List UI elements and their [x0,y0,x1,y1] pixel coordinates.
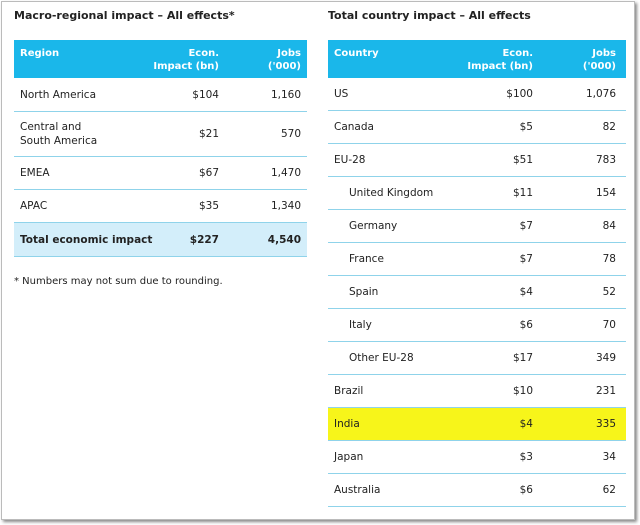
country-impact-table: Country Econ. Impact (bn) Jobs ('000) US $10… [328,40,626,507]
econ-impact-value: $17 [512,352,533,364]
econ-impact-value: $6 [519,484,533,496]
econ-impact-value: $67 [198,167,219,179]
econ-impact-value: $7 [519,220,533,232]
econ-impact-value: $6 [519,319,533,331]
table-row: United Kingdom $11 154 [328,177,626,210]
table-row: US $100 1,076 [328,78,626,111]
jobs-value: 1,340 [270,200,301,212]
jobs-value: 84 [602,220,616,232]
jobs-value: 783 [595,154,616,166]
jobs-value: 231 [595,385,616,397]
row-label: Other EU-28 [349,352,414,364]
econ-impact-value: $7 [519,253,533,265]
jobs-value: 349 [595,352,616,364]
jobs-value: 52 [602,286,616,298]
table-row: North America $104 1,160 [14,78,307,112]
jobs-value: 335 [595,418,616,430]
jobs-value: 154 [595,187,616,199]
table-row: APAC $35 1,340 [14,190,307,223]
column-header: Jobs ('000) [582,48,616,72]
row-label: North America [20,88,97,101]
table-header: Region Econ. Impact (bn) Jobs ('000) [14,40,307,78]
row-label: Japan [334,451,364,463]
jobs-value: 4,540 [267,233,301,246]
econ-impact-value: $51 [512,154,533,166]
table-row: Canada $5 82 [328,111,626,144]
country-impact-title: Total country impact – All effects [328,9,531,22]
table-row: Central and South America $21 570 [14,112,307,157]
econ-impact-value: $4 [519,418,533,430]
econ-impact-value: $227 [189,233,219,246]
jobs-value: 70 [602,319,616,331]
row-label: US [334,88,349,100]
econ-impact-value: $11 [512,187,533,199]
row-label: Italy [349,319,372,331]
econ-impact-value: $21 [198,128,219,140]
econ-impact-value: $4 [519,286,533,298]
row-label: APAC [20,200,48,212]
jobs-value: 62 [602,484,616,496]
column-header: Country [334,48,379,59]
econ-impact-value: $10 [512,385,533,397]
row-label: EMEA [20,167,50,179]
row-label: France [349,253,384,265]
column-header: Econ. Impact (bn) [467,48,533,72]
row-label: Canada [334,121,374,133]
econ-impact-value: $100 [506,88,533,100]
row-label: Germany [349,220,398,232]
table-row: Japan $3 34 [328,441,626,474]
table-row: France $7 78 [328,243,626,276]
row-label: Total economic impact [20,233,153,246]
row-label: India [334,418,360,430]
jobs-value: 34 [602,451,616,463]
row-label: Brazil [334,385,364,397]
column-header: Jobs ('000) [267,48,301,72]
econ-impact-value: $104 [192,88,219,101]
row-label: Central and South America [20,121,98,147]
macro-regional-title: Macro-regional impact – All effects* [14,9,235,22]
econ-impact-value: $35 [198,200,219,212]
jobs-value: 1,470 [270,167,301,179]
macro-regional-table: Region Econ. Impact (bn) Jobs ('000) North … [14,40,307,257]
row-label: Spain [349,286,379,298]
jobs-value: 1,076 [585,88,616,100]
econ-impact-value: $5 [519,121,533,133]
table-row: Spain $4 52 [328,276,626,309]
jobs-value: 78 [602,253,616,265]
table-row: Total economic impact $227 4,540 [14,223,307,257]
table-row: India $4 335 [328,408,626,441]
jobs-value: 1,160 [270,88,301,101]
table-row: Other EU-28 $17 349 [328,342,626,375]
table-row: Brazil $10 231 [328,375,626,408]
table-row: Australia $6 62 [328,474,626,507]
row-label: United Kingdom [349,187,434,199]
econ-impact-value: $3 [519,451,533,463]
table-row: EU-28 $51 783 [328,144,626,177]
column-header: Econ. Impact (bn) [153,48,219,72]
row-label: EU-28 [334,154,366,166]
table-row: Germany $7 84 [328,210,626,243]
rounding-footnote: * Numbers may not sum due to rounding. [14,276,223,287]
table-row: Italy $6 70 [328,309,626,342]
column-header: Region [20,48,60,59]
table-row: EMEA $67 1,470 [14,157,307,190]
row-label: Australia [334,484,381,496]
jobs-value: 82 [602,121,616,133]
jobs-value: 570 [280,128,301,140]
table-header: Country Econ. Impact (bn) Jobs ('000) [328,40,626,78]
